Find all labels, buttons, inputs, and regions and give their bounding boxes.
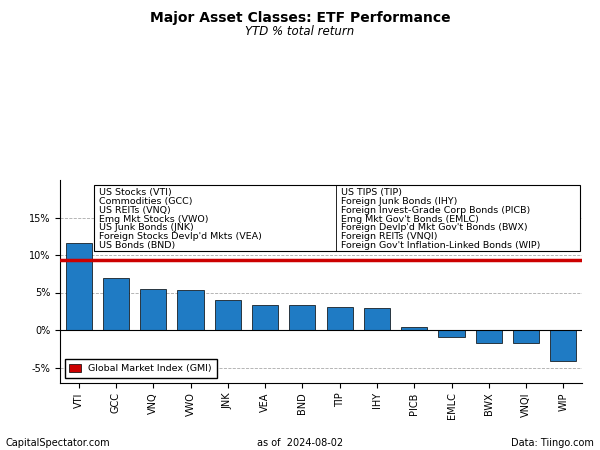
Text: Emg Mkt Gov't Bonds (EMLC): Emg Mkt Gov't Bonds (EMLC) <box>341 215 479 224</box>
Bar <box>364 307 390 330</box>
Text: Major Asset Classes: ETF Performance: Major Asset Classes: ETF Performance <box>149 11 451 25</box>
Bar <box>289 305 316 330</box>
Text: US REITs (VNQ): US REITs (VNQ) <box>99 206 170 215</box>
Text: YTD % total return: YTD % total return <box>245 25 355 38</box>
Bar <box>252 305 278 330</box>
Text: Emg Mkt Stocks (VWO): Emg Mkt Stocks (VWO) <box>99 215 208 224</box>
Text: CapitalSpectator.com: CapitalSpectator.com <box>6 438 110 448</box>
Bar <box>439 330 464 337</box>
Text: Foreign Junk Bonds (IHY): Foreign Junk Bonds (IHY) <box>341 197 458 206</box>
Bar <box>94 185 580 251</box>
Bar <box>178 289 203 330</box>
Bar <box>326 307 353 330</box>
Bar <box>103 278 129 330</box>
Text: Foreign REITs (VNQI): Foreign REITs (VNQI) <box>341 232 437 241</box>
Text: Foreign Invest-Grade Corp Bonds (PICB): Foreign Invest-Grade Corp Bonds (PICB) <box>341 206 530 215</box>
Bar <box>513 330 539 343</box>
Text: US Stocks (VTI): US Stocks (VTI) <box>99 188 172 197</box>
Text: US TIPS (TIP): US TIPS (TIP) <box>341 188 402 197</box>
Text: US Junk Bonds (JNK): US Junk Bonds (JNK) <box>99 223 194 232</box>
Legend: Global Market Index (GMI): Global Market Index (GMI) <box>65 359 217 378</box>
Bar <box>401 327 427 330</box>
Text: US Bonds (BND): US Bonds (BND) <box>99 241 175 250</box>
Text: Commodities (GCC): Commodities (GCC) <box>99 197 192 206</box>
Bar <box>65 243 92 330</box>
Bar <box>140 289 166 330</box>
Bar <box>476 330 502 343</box>
Bar <box>215 300 241 330</box>
Text: as of  2024-08-02: as of 2024-08-02 <box>257 438 343 448</box>
Bar <box>550 330 577 361</box>
Text: Foreign Stocks Devlp'd Mkts (VEA): Foreign Stocks Devlp'd Mkts (VEA) <box>99 232 262 241</box>
Text: Foreign Gov't Inflation-Linked Bonds (WIP): Foreign Gov't Inflation-Linked Bonds (WI… <box>341 241 541 250</box>
Text: Data: Tiingo.com: Data: Tiingo.com <box>511 438 594 448</box>
Text: Foreign Devlp'd Mkt Gov't Bonds (BWX): Foreign Devlp'd Mkt Gov't Bonds (BWX) <box>341 223 528 232</box>
